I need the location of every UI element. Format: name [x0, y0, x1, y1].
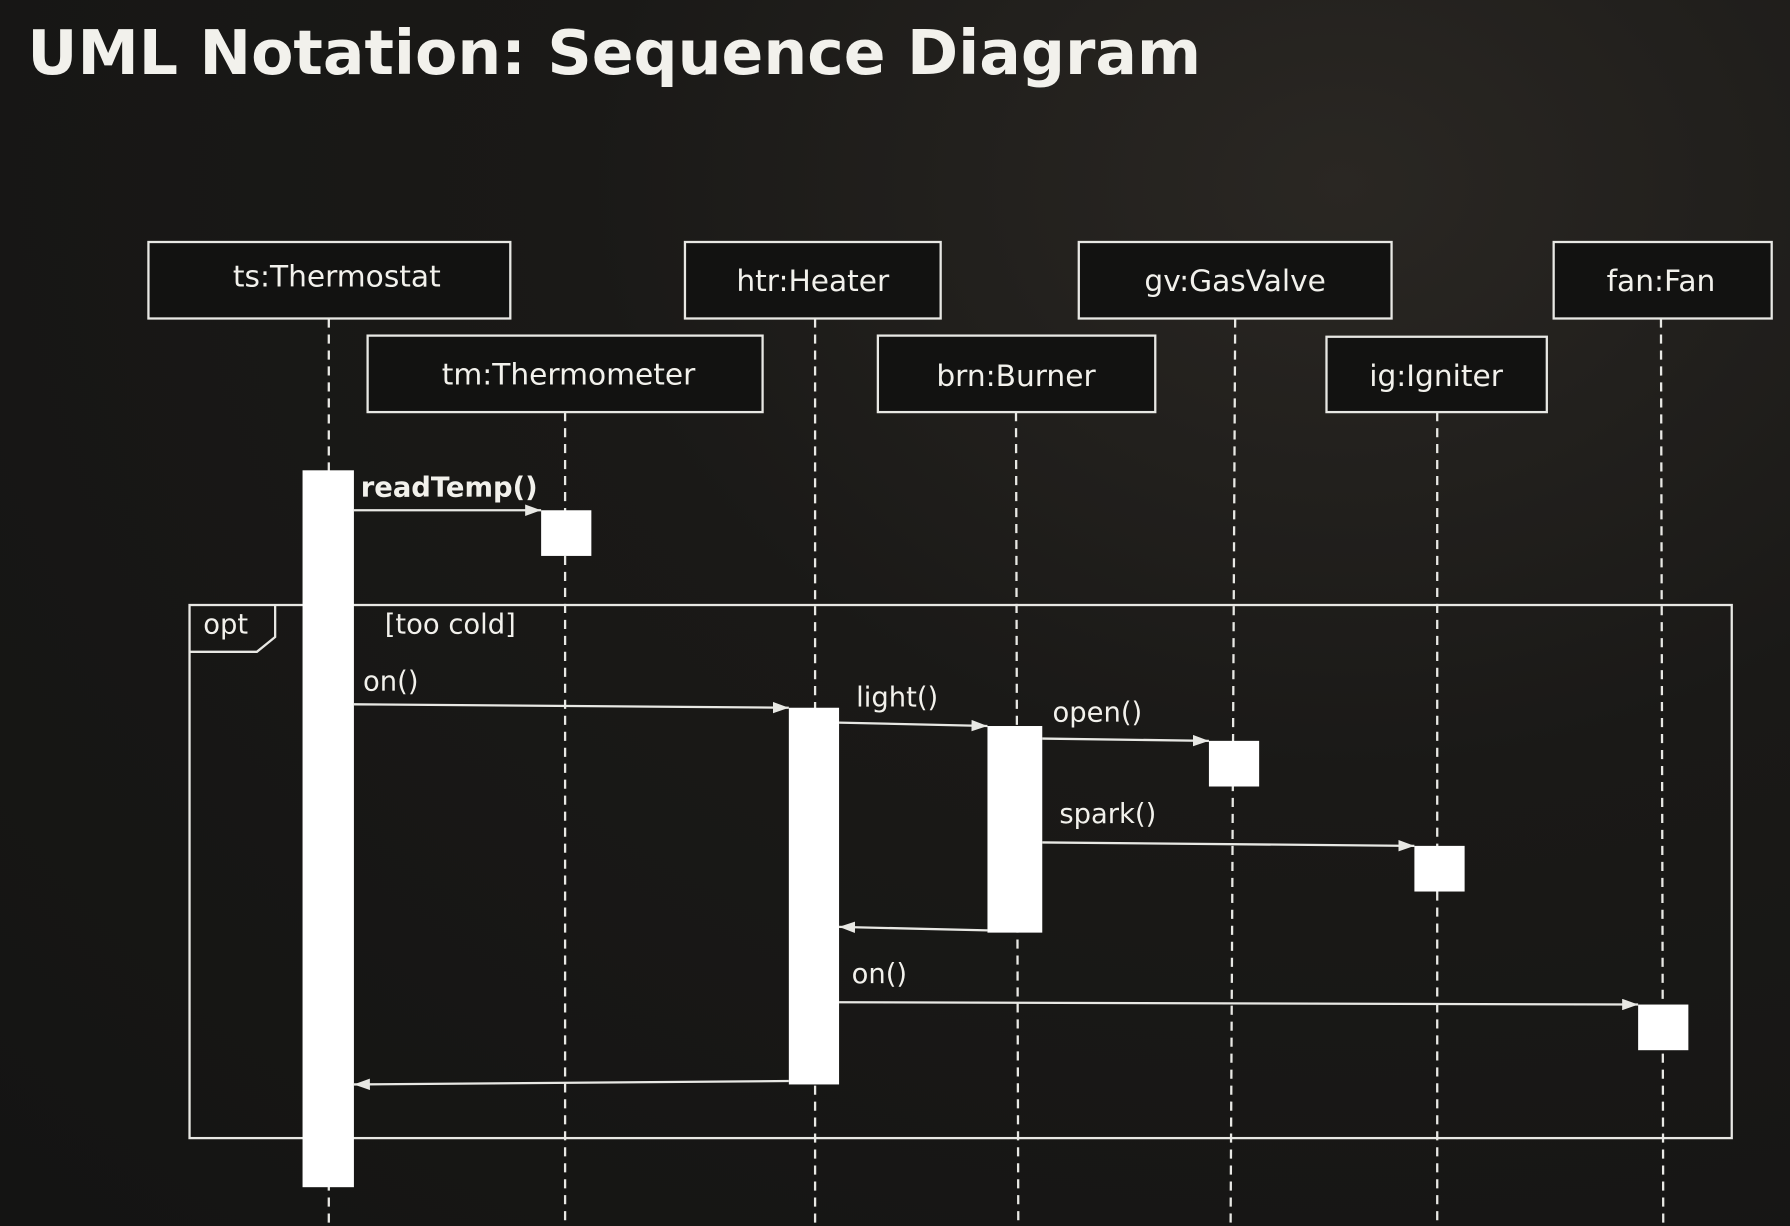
- page-title: UML Notation: Sequence Diagram: [27, 17, 1201, 89]
- message-label: light(): [856, 683, 938, 714]
- participant-thermometer: tm:Thermometer: [366, 334, 764, 414]
- message-arrow: [839, 719, 988, 732]
- fragment-tab: [189, 605, 277, 653]
- message-readtemp: readTemp(): [353, 473, 542, 516]
- message-heater-on: on(): [353, 667, 789, 714]
- return-arrow-burner-to-heater: [839, 921, 988, 933]
- participant-igniter: ig:Igniter: [1325, 335, 1548, 414]
- activation-thermometer: [541, 510, 592, 556]
- participant-heater: htr:Heater: [683, 240, 942, 320]
- message-label: readTemp(): [361, 473, 538, 504]
- message-arrow: [839, 998, 1639, 1011]
- participant-burner: brn:Burner: [876, 334, 1157, 414]
- participant-label: fan:Fan: [1607, 263, 1716, 298]
- participant-label: brn:Burner: [936, 358, 1096, 393]
- participant-label: ts:Thermostat: [233, 259, 441, 294]
- participant-label: ig:Igniter: [1369, 358, 1504, 393]
- message-label: open(): [1053, 697, 1143, 728]
- lifeline-fan: [1659, 318, 1665, 1226]
- activation-gasvalve: [1208, 740, 1260, 787]
- activation-fan: [1638, 1004, 1689, 1051]
- participant-label: gv:GasValve: [1144, 263, 1326, 298]
- activation-burner: [987, 726, 1043, 933]
- participant-fan: fan:Fan: [1552, 240, 1773, 320]
- opt-fragment: opt [too cold]: [188, 603, 1733, 1140]
- participant-thermostat: ts:Thermostat: [147, 240, 512, 320]
- participant-label: tm:Thermometer: [442, 357, 696, 392]
- message-light: light(): [839, 683, 988, 732]
- return-arrow-heater-to-thermostat: [353, 1078, 789, 1091]
- activation-heater: [788, 707, 840, 1085]
- participant-label: htr:Heater: [736, 263, 890, 298]
- activations: [302, 470, 1689, 1188]
- message-fan-on: on(): [839, 959, 1639, 1011]
- activation-igniter: [1414, 845, 1465, 892]
- activation-thermostat: [302, 470, 354, 1188]
- fragment-operator: opt: [203, 610, 248, 641]
- message-label: on(): [852, 959, 907, 990]
- message-label: on(): [363, 667, 418, 698]
- fragment-guard: [too cold]: [385, 610, 516, 641]
- message-spark: spark(): [1042, 799, 1415, 852]
- message-arrow: [1042, 734, 1209, 747]
- message-open: open(): [1042, 697, 1209, 747]
- message-arrow: [1042, 840, 1415, 852]
- participant-gasvalve: gv:GasValve: [1077, 240, 1393, 320]
- message-label: spark(): [1059, 799, 1156, 830]
- message-arrow: [353, 701, 789, 714]
